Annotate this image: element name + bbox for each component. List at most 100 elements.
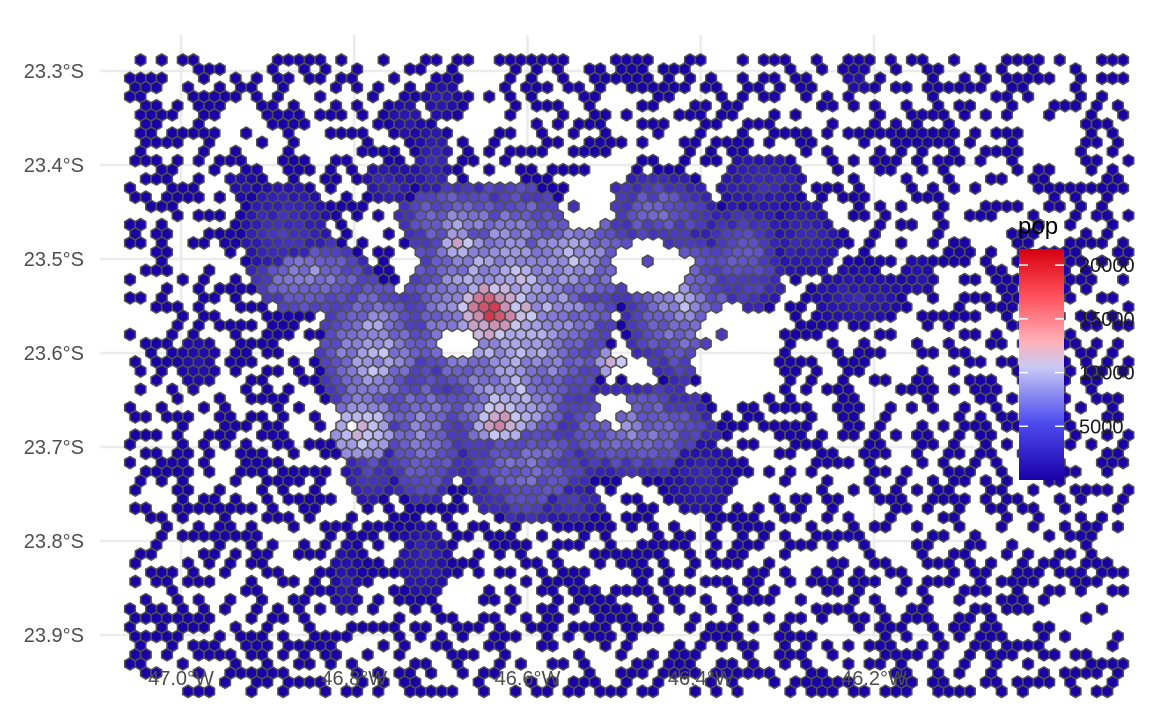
- hex-cell: [477, 592, 490, 607]
- hex-cell: [985, 208, 998, 223]
- hex-cell: [779, 510, 792, 525]
- hex-cell: [536, 638, 549, 653]
- hex-cell: [377, 52, 390, 68]
- hex-cell: [979, 675, 992, 690]
- hex-cell: [868, 574, 881, 589]
- hex-cell: [219, 601, 232, 617]
- legend-label: 15000: [1079, 309, 1135, 331]
- hex-cell: [134, 290, 147, 305]
- hex-cell: [1000, 437, 1013, 452]
- hex-cell: [203, 501, 216, 516]
- hex-cell: [609, 382, 623, 397]
- hex-cell: [504, 565, 517, 580]
- hex-cell: [398, 235, 411, 251]
- hex-cell: [557, 162, 570, 177]
- hex-cell: [150, 263, 163, 278]
- hex-cell: [932, 556, 945, 571]
- hex-cell: [176, 52, 189, 68]
- hex-cell: [1032, 675, 1045, 690]
- hex-cell: [123, 89, 137, 104]
- hex-cell: [1000, 418, 1013, 434]
- hex-cell: [377, 565, 390, 580]
- hex-cell: [884, 565, 897, 580]
- hex-cell: [615, 684, 628, 699]
- y-tick-label: 23.7°S: [24, 437, 84, 459]
- hex-cell: [1106, 565, 1119, 580]
- hex-cell: [800, 144, 813, 159]
- hex-cell: [963, 354, 976, 369]
- hex-cell: [123, 455, 137, 470]
- hex-cell: [504, 601, 517, 617]
- hex-cell: [1043, 528, 1056, 543]
- hex-cell: [794, 537, 807, 552]
- hex-cell: [683, 620, 697, 635]
- hex-cell: [779, 126, 792, 141]
- hex-cell: [293, 400, 306, 415]
- hex-cell: [884, 162, 897, 177]
- hex-cell: [932, 574, 945, 589]
- hex-cell: [757, 52, 770, 68]
- hex-cell: [1090, 391, 1103, 406]
- hex-cell: [863, 638, 876, 653]
- hex-cell: [123, 656, 137, 671]
- hex-cell: [145, 510, 158, 525]
- hex-cell: [203, 464, 216, 479]
- hex-cell: [1085, 235, 1098, 251]
- x-tick-label: 46.6°W: [495, 668, 561, 690]
- hex-cell: [942, 80, 955, 95]
- hex-cell: [245, 281, 258, 296]
- hex-cell: [805, 537, 818, 552]
- y-tick-label: 23.6°S: [24, 343, 84, 365]
- hex-cell: [747, 620, 760, 635]
- hex-cell: [430, 638, 443, 653]
- hex-cell: [953, 684, 966, 699]
- hex-cell: [594, 684, 607, 699]
- hex-cell: [150, 373, 163, 388]
- hex-cell: [1106, 583, 1119, 598]
- hex-cell: [958, 107, 971, 122]
- hex-cell: [1006, 647, 1019, 662]
- y-tick-label: 23.5°S: [24, 249, 84, 271]
- hex-cell: [641, 620, 654, 635]
- hex-cell: [673, 601, 686, 617]
- hex-cell: [710, 684, 723, 699]
- hex-cell: [541, 684, 554, 699]
- hex-cell: [451, 107, 464, 122]
- hex-cell: [1117, 254, 1130, 269]
- hex-cell: [361, 574, 374, 589]
- hex-cell: [620, 492, 633, 507]
- hex-cell: [1122, 318, 1135, 333]
- hex-cell: [388, 528, 401, 543]
- hex-cell: [963, 684, 976, 699]
- hex-cell: [1095, 52, 1109, 68]
- hex-cell: [932, 135, 945, 150]
- hex-cell: [969, 327, 982, 342]
- hex-cell: [562, 80, 575, 95]
- hex-cell: [826, 647, 839, 662]
- hex-cell: [197, 620, 210, 635]
- legend-label: 10000: [1079, 363, 1135, 385]
- hex-cell: [995, 684, 1008, 699]
- hex-cell: [710, 116, 723, 132]
- hex-cell: [293, 547, 306, 562]
- hex-cell: [578, 162, 591, 177]
- hex-cell: [847, 98, 860, 113]
- hex-cell: [699, 153, 712, 168]
- hex-cell: [926, 235, 940, 251]
- hex-cell: [351, 208, 364, 223]
- hex-cell: [271, 437, 284, 452]
- hex-cell: [425, 665, 438, 681]
- hex-cell: [493, 52, 506, 68]
- hex-cell: [599, 382, 612, 397]
- hex-cell: [345, 126, 358, 141]
- hex-cell: [789, 107, 802, 122]
- hex-cell: [182, 190, 195, 205]
- hex-cell: [963, 80, 976, 95]
- hex-cell: [974, 80, 987, 95]
- y-tick-label: 23.4°S: [24, 155, 84, 177]
- hex-cell: [197, 400, 210, 415]
- hex-cell: [329, 446, 343, 461]
- hex-cell: [668, 537, 681, 552]
- hex-cell: [747, 437, 760, 452]
- hex-cell: [271, 364, 284, 379]
